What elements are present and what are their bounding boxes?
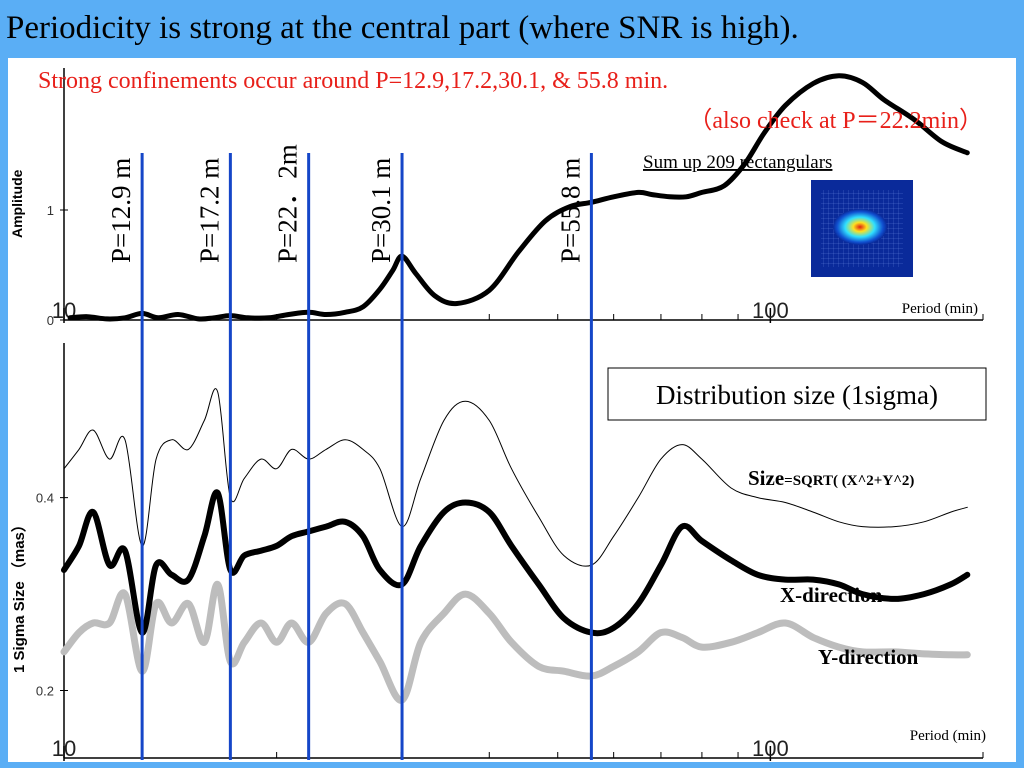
series-label-size-formula: =SQRT( (X^2+Y^2) (784, 473, 914, 489)
amplitude-axis-label: Amplitude (9, 169, 25, 238)
x-direction-line (61, 489, 971, 637)
series-label-size-main: Size (748, 466, 784, 490)
period-lines: P=12.9 m P=17.2 m P=22．2m P=30.1 m P=55.8 m (106, 144, 593, 760)
sigma-size-axes: 10 100 0.2 0.4 (36, 343, 984, 761)
sigma-size-x-axis-label: Period (min) (910, 728, 986, 744)
periodicity-figure: 10 100 0 1 Amplitude Period (min) 10 100 0.2 0… (9, 68, 987, 761)
y-tick-label: 0 (47, 313, 54, 328)
series-label-y-direction: Y-direction (818, 645, 919, 669)
sigma-size-chart: 10 100 0.2 0.4 1 Sigma Size （mas） Period (m… (10, 343, 987, 761)
sum-up-note: Sum up 209 rectangulars (643, 152, 832, 173)
sigma-size-series (60, 388, 971, 704)
series-label-size: Size=SQRT( (X^2+Y^2) (748, 466, 914, 490)
spot-image-blob (833, 209, 887, 245)
period-label-4: P=30.1 m (366, 158, 396, 263)
confinement-note: Strong confinements occur around P=12.9,… (38, 68, 668, 94)
period-label-3: P=22．2m (273, 144, 303, 263)
amplitude-line (67, 73, 970, 322)
period-label-5: P=55.8 m (555, 158, 585, 263)
legend-title: Distribution size (1sigma) (656, 380, 938, 410)
y-tick-label: 0.4 (36, 491, 54, 506)
amplitude-series (67, 73, 970, 322)
y-tick-label: 0.2 (36, 684, 54, 699)
slide-title: Periodicity is strong at the central par… (6, 10, 799, 46)
gaussian-spot-image (811, 180, 913, 277)
series-label-x-direction: X-direction (780, 583, 883, 607)
y-direction-line (60, 580, 971, 704)
y-tick-label: 1 (47, 203, 54, 218)
legend-box (607, 367, 987, 421)
period-label-1: P=12.9 m (106, 158, 136, 263)
x-tick-label: 10 (52, 736, 76, 761)
period-label-2: P=17.2 m (194, 158, 224, 263)
amplitude-x-axis-label: Period (min) (902, 301, 978, 317)
size-line (63, 388, 968, 567)
chart-panel: 10 100 0 1 Amplitude Period (min) 10 100 0.2 0… (8, 58, 1016, 762)
x-tick-label: 100 (752, 298, 789, 323)
sigma-size-axis-label: 1 Sigma Size （mas） (10, 517, 28, 673)
also-check-note: （also check at P＝22.2min） (688, 108, 983, 134)
x-tick-label: 100 (752, 736, 789, 761)
